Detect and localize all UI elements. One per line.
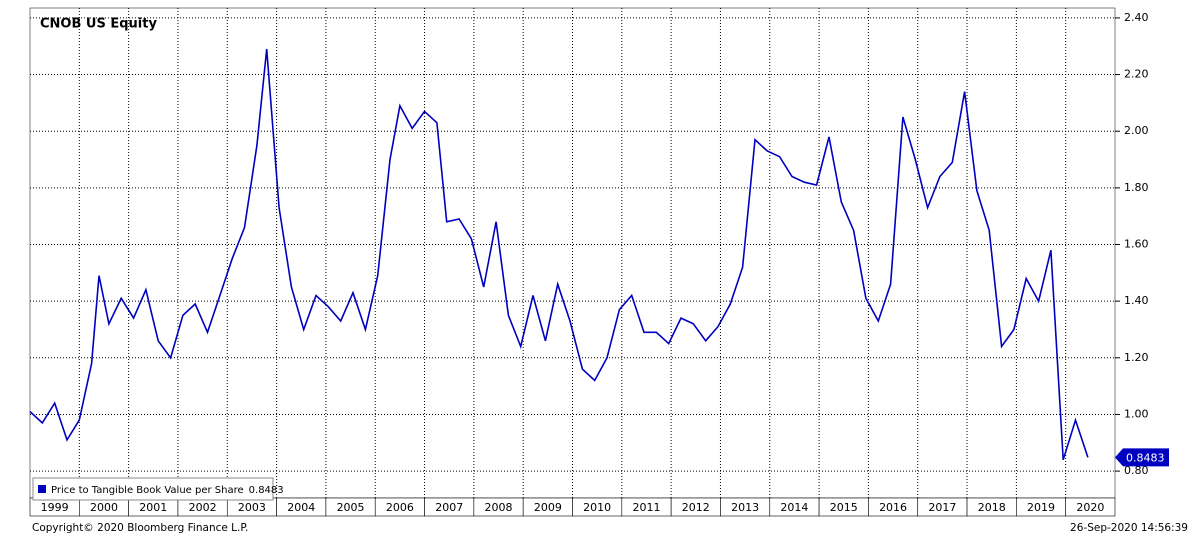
x-tick-label: 2008 <box>485 501 513 514</box>
x-tick-label: 2014 <box>780 501 808 514</box>
y-tick-label: 1.60 <box>1124 238 1149 251</box>
legend-label: Price to Tangible Book Value per Share 0.… <box>51 485 284 496</box>
timestamp: 26-Sep-2020 14:56:39 <box>1070 522 1188 534</box>
x-band <box>1065 497 1116 517</box>
y-tick-label: 0.80 <box>1124 464 1149 477</box>
legend: Price to Tangible Book Value per Share 0.… <box>32 477 284 501</box>
x-tick-label: 2019 <box>1027 501 1055 514</box>
x-tick-label: 2018 <box>978 501 1006 514</box>
x-tick-label: 2010 <box>583 501 611 514</box>
x-tick-label: 2007 <box>435 501 463 514</box>
x-tick-label: 2013 <box>731 501 759 514</box>
x-tick-label: 2012 <box>682 501 710 514</box>
legend-name: Price to Tangible Book Value per Share <box>51 485 244 496</box>
x-tick-label: 2016 <box>879 501 907 514</box>
y-tick-label: 2.00 <box>1124 124 1149 137</box>
x-tick-label: 2020 <box>1076 501 1104 514</box>
plot-area <box>29 7 1116 499</box>
x-tick-label: 2004 <box>287 501 315 514</box>
x-tick-label: 2009 <box>534 501 562 514</box>
chart-title: CNOB US Equity <box>40 17 157 32</box>
y-tick-label: 1.40 <box>1124 294 1149 307</box>
x-tick-label: 2002 <box>189 501 217 514</box>
last-value-label: 0.8483 <box>1126 451 1165 464</box>
source: Copyright© 2020 Bloomberg Finance L.P. <box>32 522 248 534</box>
legend-box <box>32 477 274 501</box>
x-tick-label: 2000 <box>90 501 118 514</box>
y-tick-label: 1.80 <box>1124 181 1149 194</box>
legend-swatch <box>38 485 46 493</box>
x-tick-label: 2006 <box>386 501 414 514</box>
x-tick-label: 2017 <box>928 501 956 514</box>
legend-value: 0.8483 <box>249 485 284 496</box>
last-value-flag <box>1115 448 1169 467</box>
y-tick-label: 1.00 <box>1124 407 1149 420</box>
x-tick-label: 2003 <box>238 501 266 514</box>
x-tick-label: 1999 <box>41 501 69 514</box>
x-tick-label: 2001 <box>139 501 167 514</box>
data-line <box>29 49 1089 461</box>
x-tick-label: 2005 <box>337 501 365 514</box>
y-tick-label: 1.20 <box>1124 351 1149 364</box>
x-tick-label: 2015 <box>830 501 858 514</box>
y-tick-label: 2.20 <box>1124 68 1149 81</box>
y-tick-label: 2.40 <box>1124 11 1149 24</box>
x-tick-label: 2011 <box>632 501 660 514</box>
